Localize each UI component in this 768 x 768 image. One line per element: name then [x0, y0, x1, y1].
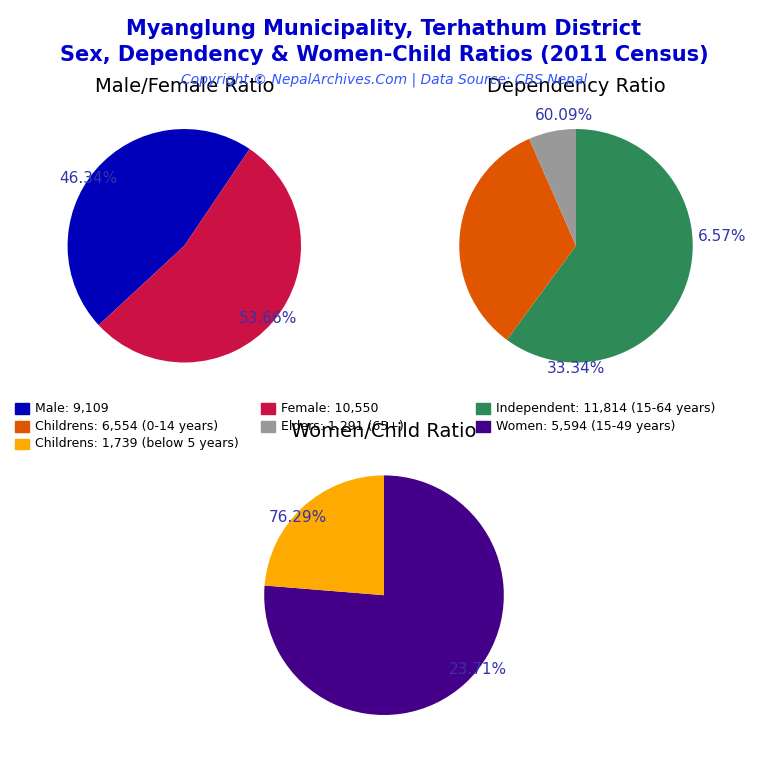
Text: 60.09%: 60.09% — [535, 108, 594, 123]
Text: 76.29%: 76.29% — [269, 510, 327, 525]
Text: Elders: 1,291 (65+): Elders: 1,291 (65+) — [281, 420, 404, 432]
Text: Male: 9,109: Male: 9,109 — [35, 402, 109, 415]
Text: 53.66%: 53.66% — [239, 310, 297, 326]
Wedge shape — [529, 129, 576, 246]
Text: Childrens: 6,554 (0-14 years): Childrens: 6,554 (0-14 years) — [35, 420, 218, 432]
Title: Women/Child Ratio: Women/Child Ratio — [291, 422, 477, 441]
Wedge shape — [68, 129, 250, 325]
Text: Copyright © NepalArchives.Com | Data Source: CBS Nepal: Copyright © NepalArchives.Com | Data Sou… — [181, 73, 587, 88]
Text: 46.34%: 46.34% — [59, 170, 118, 186]
Text: Childrens: 1,739 (below 5 years): Childrens: 1,739 (below 5 years) — [35, 438, 239, 450]
Wedge shape — [265, 475, 384, 595]
Wedge shape — [459, 139, 576, 339]
Title: Male/Female Ratio: Male/Female Ratio — [94, 77, 274, 95]
Text: Female: 10,550: Female: 10,550 — [281, 402, 379, 415]
Text: Sex, Dependency & Women-Child Ratios (2011 Census): Sex, Dependency & Women-Child Ratios (20… — [60, 45, 708, 65]
Wedge shape — [507, 129, 693, 362]
Text: 33.34%: 33.34% — [547, 361, 605, 376]
Text: 23.71%: 23.71% — [449, 662, 507, 677]
Text: Independent: 11,814 (15-64 years): Independent: 11,814 (15-64 years) — [496, 402, 716, 415]
Title: Dependency Ratio: Dependency Ratio — [487, 77, 665, 95]
Text: 6.57%: 6.57% — [697, 229, 746, 244]
Text: Women: 5,594 (15-49 years): Women: 5,594 (15-49 years) — [496, 420, 676, 432]
Wedge shape — [264, 475, 504, 715]
Wedge shape — [99, 149, 301, 362]
Text: Myanglung Municipality, Terhathum District: Myanglung Municipality, Terhathum Distri… — [127, 19, 641, 39]
